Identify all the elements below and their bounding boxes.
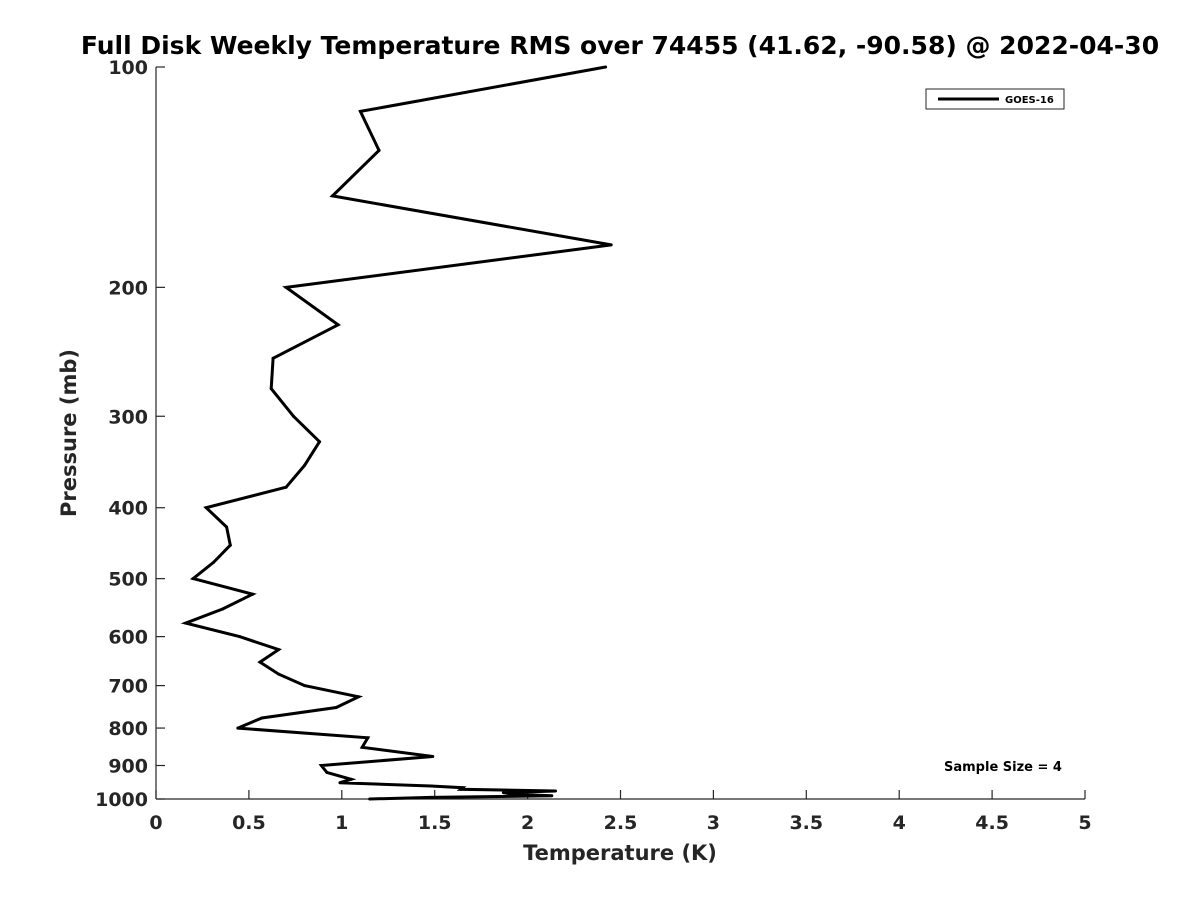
y-tick-label: 400 [108,498,148,520]
data-point [609,243,613,247]
data-point [184,621,188,625]
y-ticks: 100 200 300 400 500 600 700 800 900 1000 [95,57,165,811]
data-point [319,764,323,767]
data-point [429,784,433,788]
data-point [221,607,225,611]
data-point [357,695,360,699]
data-point [277,672,281,676]
data-point [366,736,370,740]
x-tick-label: 1 [335,812,348,834]
data-point [251,592,255,596]
data-point [303,463,307,467]
data-point [334,706,338,709]
data-point [284,285,288,289]
data-point [303,684,307,688]
data-point [225,525,229,529]
series-line-goes-16 [180,65,612,801]
data-point [269,387,273,391]
data-point [228,543,232,547]
data-point [258,660,262,664]
data-point [377,148,381,152]
data-point [431,755,435,758]
plot-area [156,67,1085,799]
data-point [212,560,216,564]
data-point [191,577,195,581]
y-tick-label: 500 [108,569,148,591]
data-point [358,109,362,113]
y-tick-label: 600 [108,627,148,649]
y-tick-label: 900 [108,756,148,778]
data-point [325,771,329,774]
data-point [318,440,321,444]
y-tick-label: 700 [108,676,148,698]
x-tick-label: 3.5 [789,812,823,834]
x-tick-label: 0.5 [232,812,266,834]
data-point [292,414,295,418]
x-ticks: 0 0.5 1 1.5 2 2.5 3 3.5 4 4.5 5 [149,790,1092,834]
data-point [336,323,340,327]
data-point [331,194,334,198]
data-point [338,781,342,785]
y-tick-label: 200 [108,277,148,299]
x-tick-label: 1.5 [418,812,452,834]
data-point [284,485,288,489]
data-point [550,794,554,798]
y-tick-label: 800 [108,718,148,740]
x-tick-label: 0 [149,812,162,834]
y-tick-label: 1000 [95,789,148,811]
data-point [277,648,281,652]
x-tick-label: 2 [521,812,534,834]
y-tick-label: 100 [108,57,148,79]
data-point [236,726,240,730]
legend: GOES-16 [925,88,1065,110]
legend-label-goes-16: GOES-16 [1005,95,1054,106]
y-axis-label: Pressure (mb) [57,349,81,517]
data-point [501,791,505,795]
y-tick-label: 300 [108,406,148,428]
data-point [368,797,372,801]
x-tick-label: 5 [1078,812,1091,834]
data-point [511,792,515,796]
data-point [349,777,353,781]
data-point [260,716,264,720]
data-point [238,635,242,639]
x-tick-label: 4.5 [975,812,1009,834]
data-point [204,506,208,510]
x-axis-label: Temperature (K) [523,841,717,865]
data-point [554,789,557,793]
series-points [184,65,613,801]
x-tick-label: 3 [707,812,720,834]
sample-size-annotation: Sample Size = 4 [944,760,1062,775]
x-tick-label: 2.5 [604,812,638,834]
data-point [360,745,364,749]
x-tick-label: 4 [893,812,906,834]
chart-title: Full Disk Weekly Temperature RMS over 74… [81,31,1159,60]
data-point [429,795,433,799]
data-point [271,356,275,360]
data-point [604,65,608,69]
data-point [459,787,463,791]
